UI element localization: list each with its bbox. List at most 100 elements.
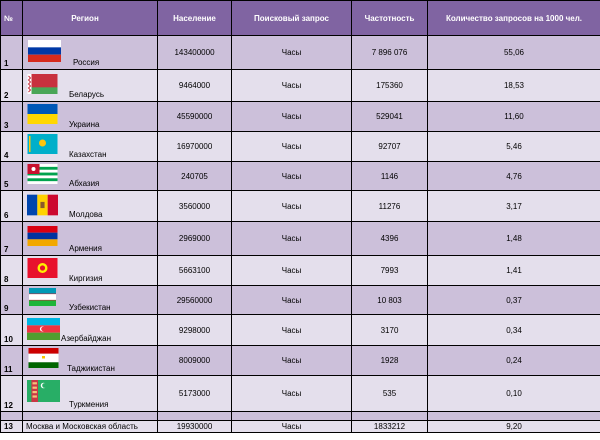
frequency-cell: 1833212 (351, 420, 428, 433)
region-cell: Армения (22, 221, 158, 256)
row-num: 6 (0, 190, 23, 222)
armenia-flag-icon (27, 226, 58, 246)
header-query: Поисковый запрос (231, 0, 352, 36)
per1000-cell: 55,06 (427, 35, 600, 70)
region-name: Россия (73, 58, 100, 67)
frequency-cell: 1146 (351, 161, 428, 191)
population-cell: 29560000 (157, 285, 232, 315)
row-num: 13 (0, 420, 23, 433)
frequency-cell: 175360 (351, 69, 428, 102)
row-num: 8 (0, 255, 23, 286)
region-cell: Туркмения (22, 375, 158, 412)
per1000-cell: 0,37 (427, 285, 600, 315)
table-row: 10 Азербайджан 9298000 Часы 3170 0,34 (0, 314, 600, 346)
region-name: Узбекистан (69, 303, 111, 312)
table-row: 1 Россия 143400000 Часы 7 896 076 55,06 (0, 35, 600, 70)
russia-flag-icon (28, 40, 61, 62)
header-num: № (0, 0, 23, 36)
population-cell: 5173000 (157, 375, 232, 412)
region-cell: Абхазия (22, 161, 158, 191)
population-cell: 9464000 (157, 69, 232, 102)
query-cell: Часы (231, 101, 352, 132)
per1000-cell: 1,48 (427, 221, 600, 256)
belarus-flag-icon (27, 74, 58, 94)
frequency-cell: 4396 (351, 221, 428, 256)
population-cell: 9298000 (157, 314, 232, 346)
table-row: 12 Туркмения 5173000 Часы 535 0,10 (0, 375, 600, 412)
region-cell: Казахстан (22, 131, 158, 162)
population-cell: 5663100 (157, 255, 232, 286)
turkmenistan-flag-icon (27, 380, 60, 402)
header-region: Регион (22, 0, 158, 36)
region-name: Армения (69, 244, 102, 253)
header-per1000: Количество запросов на 1000 чел. (427, 0, 600, 36)
query-cell: Часы (231, 345, 352, 376)
query-cell: Часы (231, 314, 352, 346)
frequency-cell: 7 896 076 (351, 35, 428, 70)
query-cell: Часы (231, 375, 352, 412)
table-row: 11 Таджикистан 8009000 Часы 1928 0,24 (0, 345, 600, 376)
region-name: Москва и Московская область (22, 420, 158, 433)
table-row: 7 Армения 2969000 Часы 4396 1,48 (0, 221, 600, 256)
moscow-row: 13 Москва и Московская область 19930000 … (0, 420, 600, 433)
region-name: Таджикистан (67, 364, 115, 373)
frequency-cell: 529041 (351, 101, 428, 132)
table-row: 4 Казахстан 16970000 Часы 92707 5,46 (0, 131, 600, 162)
query-cell: Часы (231, 285, 352, 315)
frequency-cell: 11276 (351, 190, 428, 222)
population-cell: 3560000 (157, 190, 232, 222)
query-cell: Часы (231, 190, 352, 222)
table-row: 9 Узбекистан 29560000 Часы 10 803 0,37 (0, 285, 600, 315)
population-cell: 19930000 (157, 420, 232, 433)
population-cell: 143400000 (157, 35, 232, 70)
query-cell: Часы (231, 255, 352, 286)
per1000-cell: 5,46 (427, 131, 600, 162)
query-cell: Часы (231, 131, 352, 162)
per1000-cell: 0,24 (427, 345, 600, 376)
per1000-cell: 1,41 (427, 255, 600, 286)
row-num: 5 (0, 161, 23, 191)
per1000-cell: 11,60 (427, 101, 600, 132)
query-cell: Часы (231, 35, 352, 70)
query-cell: Часы (231, 221, 352, 256)
region-name: Туркмения (69, 400, 109, 409)
region-name: Казахстан (69, 150, 107, 159)
query-cell: Часы (231, 420, 352, 433)
row-num: 4 (0, 131, 23, 162)
table-row: 2 Беларусь 9464000 Часы 175360 18,53 (0, 69, 600, 102)
row-num: 2 (0, 69, 23, 102)
query-cell: Часы (231, 69, 352, 102)
region-cell: Азербайджан (22, 314, 158, 346)
per1000-cell: 18,53 (427, 69, 600, 102)
region-name: Азербайджан (61, 334, 112, 343)
row-num: 3 (0, 101, 23, 132)
per1000-cell: 0,10 (427, 375, 600, 412)
table-row: 6 Молдова 3560000 Часы 11276 3,17 (0, 190, 600, 222)
region-name: Абхазия (69, 179, 100, 188)
azerbaijan-flag-icon (27, 318, 60, 340)
kazakhstan-flag-icon (27, 134, 58, 154)
region-cell: Киргизия (22, 255, 158, 286)
frequency-cell: 3170 (351, 314, 428, 346)
tajikistan-flag-icon (28, 348, 59, 368)
ukraine-flag-icon (27, 104, 58, 124)
region-cell: Беларусь (22, 69, 158, 102)
abkhazia-flag-icon (27, 164, 58, 184)
table-row: 8 Киргизия 5663100 Часы 7993 1,41 (0, 255, 600, 286)
region-name: Украина (69, 120, 100, 129)
row-num: 11 (0, 345, 23, 376)
region-name: Беларусь (69, 90, 104, 99)
region-name: Киргизия (69, 274, 103, 283)
frequency-cell: 92707 (351, 131, 428, 162)
kyrgyzstan-flag-icon (27, 258, 58, 278)
population-cell: 16970000 (157, 131, 232, 162)
row-num: 12 (0, 375, 23, 412)
frequency-cell: 1928 (351, 345, 428, 376)
per1000-cell: 9,20 (427, 420, 600, 433)
row-num: 10 (0, 314, 23, 346)
header-frequency: Частотность (351, 0, 428, 36)
table-row: 5 Абхазия 240705 Часы 1146 4,76 (0, 161, 600, 191)
per1000-cell: 4,76 (427, 161, 600, 191)
region-cell: Таджикистан (22, 345, 158, 376)
